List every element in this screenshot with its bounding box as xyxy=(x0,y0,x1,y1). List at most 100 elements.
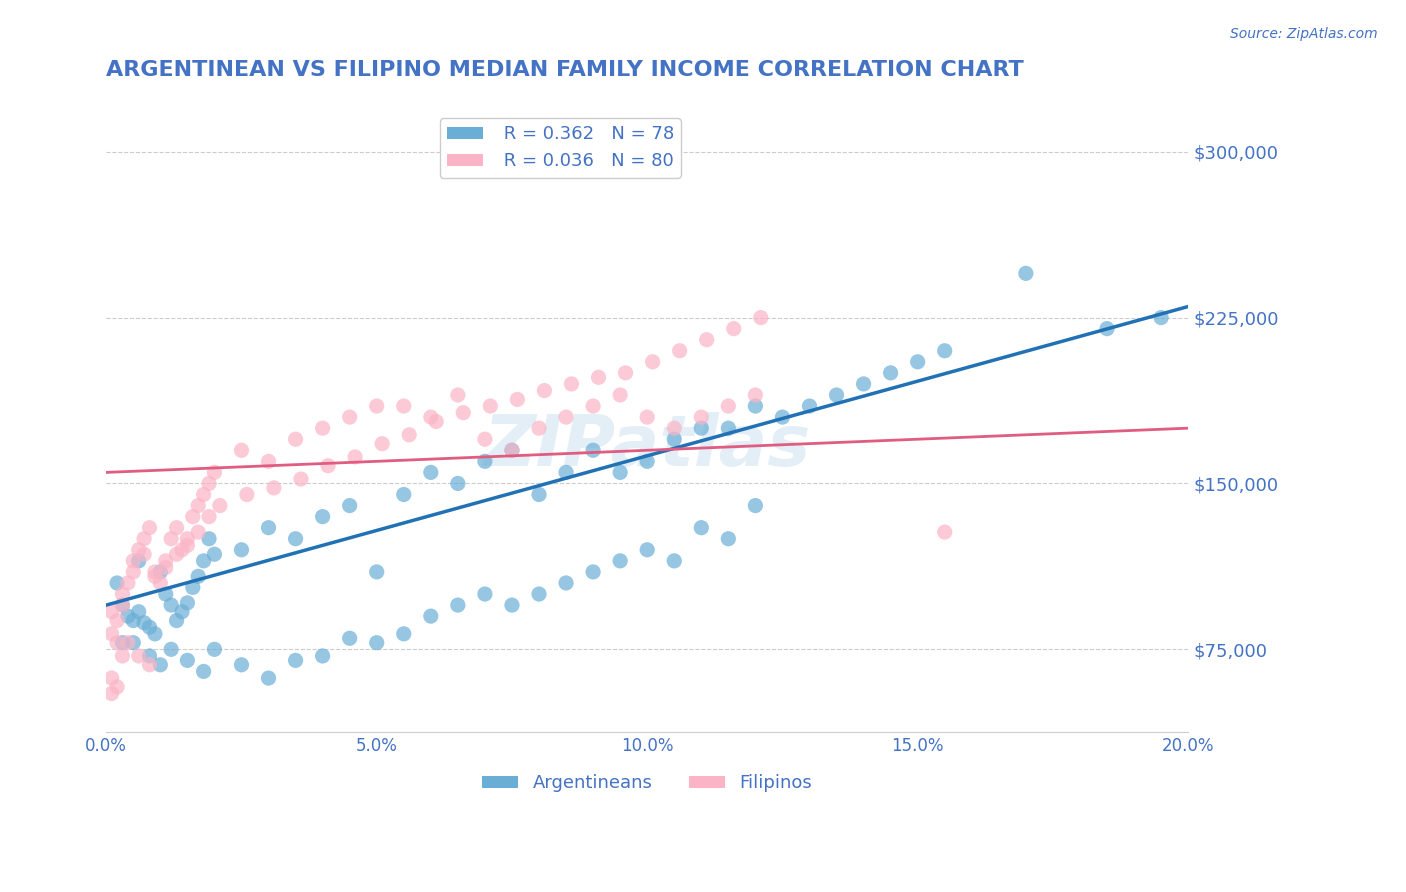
Point xyxy=(128,648,150,663)
Point xyxy=(479,399,502,413)
Point xyxy=(170,605,193,619)
Point xyxy=(636,454,658,468)
Point xyxy=(371,436,394,450)
Point xyxy=(128,542,150,557)
Point xyxy=(149,657,172,672)
Point xyxy=(149,565,172,579)
Point xyxy=(181,581,204,595)
Point xyxy=(425,415,447,429)
Point xyxy=(1150,310,1173,325)
Point xyxy=(474,587,496,601)
Point xyxy=(100,627,122,641)
Point xyxy=(208,499,231,513)
Point xyxy=(1015,266,1038,280)
Point xyxy=(852,376,875,391)
Point xyxy=(311,421,333,435)
Point xyxy=(825,388,848,402)
Point xyxy=(447,598,470,612)
Point xyxy=(527,487,550,501)
Point xyxy=(447,476,470,491)
Point xyxy=(744,499,766,513)
Point xyxy=(198,509,221,524)
Point xyxy=(447,388,470,402)
Point xyxy=(166,547,188,561)
Point xyxy=(236,487,259,501)
Point xyxy=(284,653,307,667)
Point xyxy=(257,671,280,685)
Point xyxy=(501,598,523,612)
Point xyxy=(117,635,139,649)
Point xyxy=(138,657,160,672)
Point xyxy=(311,509,333,524)
Point xyxy=(555,576,578,591)
Point xyxy=(231,443,253,458)
Point xyxy=(117,609,139,624)
Point xyxy=(582,399,605,413)
Point xyxy=(636,410,658,425)
Point xyxy=(316,458,339,473)
Point xyxy=(132,615,155,630)
Point xyxy=(284,532,307,546)
Point xyxy=(451,406,474,420)
Point xyxy=(100,605,122,619)
Text: Source: ZipAtlas.com: Source: ZipAtlas.com xyxy=(1230,27,1378,41)
Point xyxy=(160,598,183,612)
Point xyxy=(555,410,578,425)
Point xyxy=(122,565,145,579)
Point xyxy=(193,665,215,679)
Point xyxy=(419,609,441,624)
Point xyxy=(160,642,183,657)
Point xyxy=(257,454,280,468)
Point xyxy=(907,355,929,369)
Point xyxy=(100,687,122,701)
Point xyxy=(231,657,253,672)
Point xyxy=(231,542,253,557)
Point xyxy=(187,525,209,540)
Point xyxy=(474,454,496,468)
Point xyxy=(117,576,139,591)
Point xyxy=(614,366,637,380)
Point xyxy=(166,521,188,535)
Point xyxy=(122,635,145,649)
Point xyxy=(204,642,226,657)
Point xyxy=(392,399,415,413)
Point xyxy=(138,521,160,535)
Point xyxy=(105,635,128,649)
Point xyxy=(149,576,172,591)
Point xyxy=(609,466,631,480)
Point xyxy=(111,587,134,601)
Point xyxy=(366,635,388,649)
Point xyxy=(934,525,956,540)
Point xyxy=(527,421,550,435)
Point xyxy=(143,569,166,583)
Point xyxy=(879,366,901,380)
Point xyxy=(609,554,631,568)
Point xyxy=(204,466,226,480)
Point xyxy=(501,443,523,458)
Point xyxy=(155,560,177,574)
Point xyxy=(155,554,177,568)
Point xyxy=(111,648,134,663)
Point xyxy=(392,627,415,641)
Point xyxy=(193,554,215,568)
Point xyxy=(636,542,658,557)
Point xyxy=(166,614,188,628)
Point xyxy=(696,333,718,347)
Point xyxy=(668,343,690,358)
Point xyxy=(160,532,183,546)
Point xyxy=(111,598,134,612)
Point xyxy=(419,410,441,425)
Point xyxy=(128,554,150,568)
Point xyxy=(723,321,745,335)
Point xyxy=(690,521,713,535)
Point xyxy=(609,388,631,402)
Point xyxy=(122,554,145,568)
Point xyxy=(339,410,361,425)
Point xyxy=(176,653,198,667)
Point xyxy=(1095,321,1118,335)
Point xyxy=(339,632,361,646)
Point xyxy=(690,410,713,425)
Point xyxy=(132,532,155,546)
Point xyxy=(664,554,686,568)
Point xyxy=(749,310,772,325)
